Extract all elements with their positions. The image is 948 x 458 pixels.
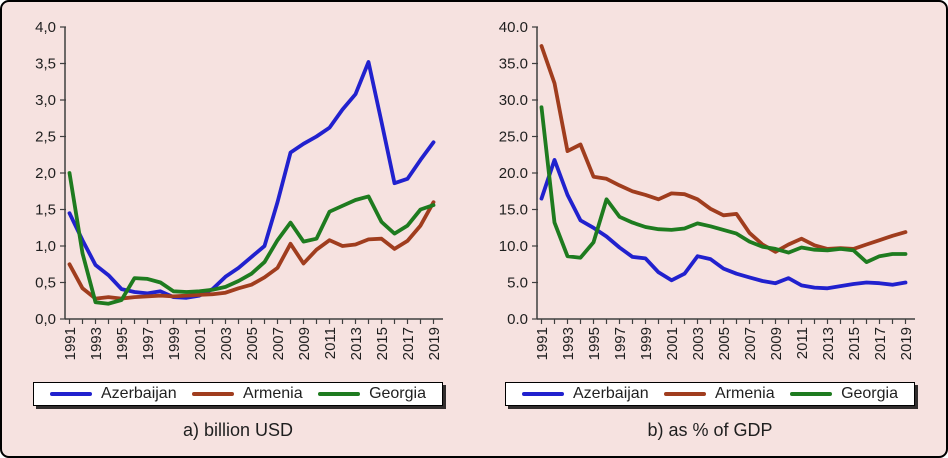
x-tick-label: 1993 [88, 327, 105, 360]
x-tick-label: 2013 [348, 327, 365, 360]
caption-percent-gdp: b) as % of GDP [647, 420, 773, 440]
x-tick-label: 2015 [374, 327, 391, 360]
x-tick-label: 2005 [716, 327, 733, 360]
legend-label-armenia: Armenia [715, 385, 775, 402]
y-tick-label: 25.0 [499, 129, 528, 146]
chart-panel-billion-usd: 0,0 0,5 1,0 1,5 2,0 2,5 3,0 3,5 4,0 1991 1993 1995 1… [2, 2, 474, 376]
x-tick-label: 1993 [560, 327, 577, 360]
x-tick-label: 1999 [638, 327, 655, 360]
x-tick-label: 1997 [140, 327, 157, 360]
y-tick-label: 3,0 [35, 92, 56, 109]
legend-label-georgia: Georgia [841, 385, 898, 402]
x-tick-label: 1991 [62, 327, 79, 360]
y-tick-label: 15.0 [499, 202, 528, 219]
y-tick-label: 10.0 [499, 238, 528, 255]
series-line-georgia [67, 171, 436, 306]
legend-label-armenia: Armenia [243, 385, 303, 402]
y-tick-label: 2,5 [35, 129, 56, 146]
x-tick-label: 1995 [586, 327, 603, 360]
y-tick-label: 35.0 [499, 56, 528, 73]
x-tick-label: 2003 [690, 327, 707, 360]
x-tick-label: 2017 [872, 327, 889, 360]
legend-label-azerbaijan: Azerbaijan [573, 385, 649, 402]
georgia-line-swatch [318, 392, 361, 396]
legend-left: Azerbaijan Armenia Georgia [33, 382, 443, 406]
x-tick-label: 1997 [612, 327, 629, 360]
legend-right: Azerbaijan Armenia Georgia [505, 382, 915, 406]
legend-half-left: Azerbaijan Armenia Georgia [2, 382, 474, 406]
series-line-armenia [539, 44, 908, 254]
y-tick-label: 40.0 [499, 19, 528, 36]
y-tick-label: 5.0 [507, 275, 528, 292]
armenia-line-swatch [192, 392, 235, 396]
x-tick-label: 2009 [768, 327, 785, 360]
x-tick-label: 2009 [296, 327, 313, 360]
legend-half-right: Azerbaijan Armenia Georgia [474, 382, 946, 406]
series-line-armenia [67, 200, 436, 301]
y-tick-label: 1,0 [35, 238, 56, 255]
caption-billion-usd: a) billion USD [182, 420, 294, 440]
series-line-azerbaijan [539, 157, 908, 291]
x-tick-label: 2017 [400, 327, 417, 360]
x-tick-label: 2011 [322, 327, 339, 359]
series-line-georgia [539, 105, 908, 265]
legend-item-azerbaijan: Azerbaijan [50, 386, 177, 402]
legend-item-georgia: Georgia [318, 386, 426, 402]
x-tick-label: 2019 [898, 327, 915, 360]
y-tick-label: 30.0 [499, 92, 528, 109]
legend-item-armenia: Armenia [192, 386, 303, 402]
x-tick-label: 1991 [534, 327, 551, 360]
y-tick-label: 0,5 [35, 275, 56, 292]
line-chart-percent-gdp: 0.0 5.0 10.0 15.0 20.0 25.0 30.0 35.0 40.0 1991 19… [499, 19, 915, 360]
azerbaijan-line-swatch [50, 392, 92, 396]
y-tick-label: 20.0 [499, 165, 528, 182]
legend-item-georgia: Georgia [790, 386, 898, 402]
x-tick-label: 1995 [114, 327, 131, 360]
legend-label-georgia: Georgia [369, 385, 426, 402]
x-tick-label: 2003 [218, 327, 235, 360]
x-tick-label: 2013 [820, 327, 837, 360]
charts-row: 0,0 0,5 1,0 1,5 2,0 2,5 3,0 3,5 4,0 1991 1993 1995 1… [2, 2, 946, 376]
y-tick-label: 1,5 [35, 202, 56, 219]
x-tick-label: 2001 [664, 327, 681, 360]
legend-item-azerbaijan: Azerbaijan [522, 386, 649, 402]
captions-row: a) billion USD b) as % of GDP [2, 420, 946, 441]
x-tick-label: 2019 [426, 327, 443, 360]
x-tick-label: 2007 [270, 327, 287, 360]
azerbaijan-line-swatch [522, 392, 564, 396]
x-tick-label: 2011 [794, 327, 811, 359]
y-tick-label: 0,0 [35, 311, 56, 328]
x-tick-label: 2007 [742, 327, 759, 360]
armenia-line-swatch [664, 392, 707, 396]
x-tick-label: 1999 [166, 327, 183, 360]
line-chart-billion-usd: 0,0 0,5 1,0 1,5 2,0 2,5 3,0 3,5 4,0 1991 1993 1995 1… [35, 19, 443, 360]
x-tick-label: 2005 [244, 327, 261, 360]
georgia-line-swatch [790, 392, 833, 396]
series-line-azerbaijan [67, 60, 436, 300]
legends-row: Azerbaijan Armenia Georgia Azerbaijan [2, 382, 946, 406]
legend-label-azerbaijan: Azerbaijan [101, 385, 177, 402]
x-tick-label: 2015 [846, 327, 863, 360]
chart-panel-percent-gdp: 0.0 5.0 10.0 15.0 20.0 25.0 30.0 35.0 40.0 1991 19… [474, 2, 946, 376]
y-tick-label: 4,0 [35, 19, 56, 36]
x-tick-label: 2001 [192, 327, 209, 360]
y-tick-label: 3,5 [35, 56, 56, 73]
y-tick-label: 0.0 [507, 311, 528, 328]
legend-item-armenia: Armenia [664, 386, 775, 402]
y-tick-label: 2,0 [35, 165, 56, 182]
